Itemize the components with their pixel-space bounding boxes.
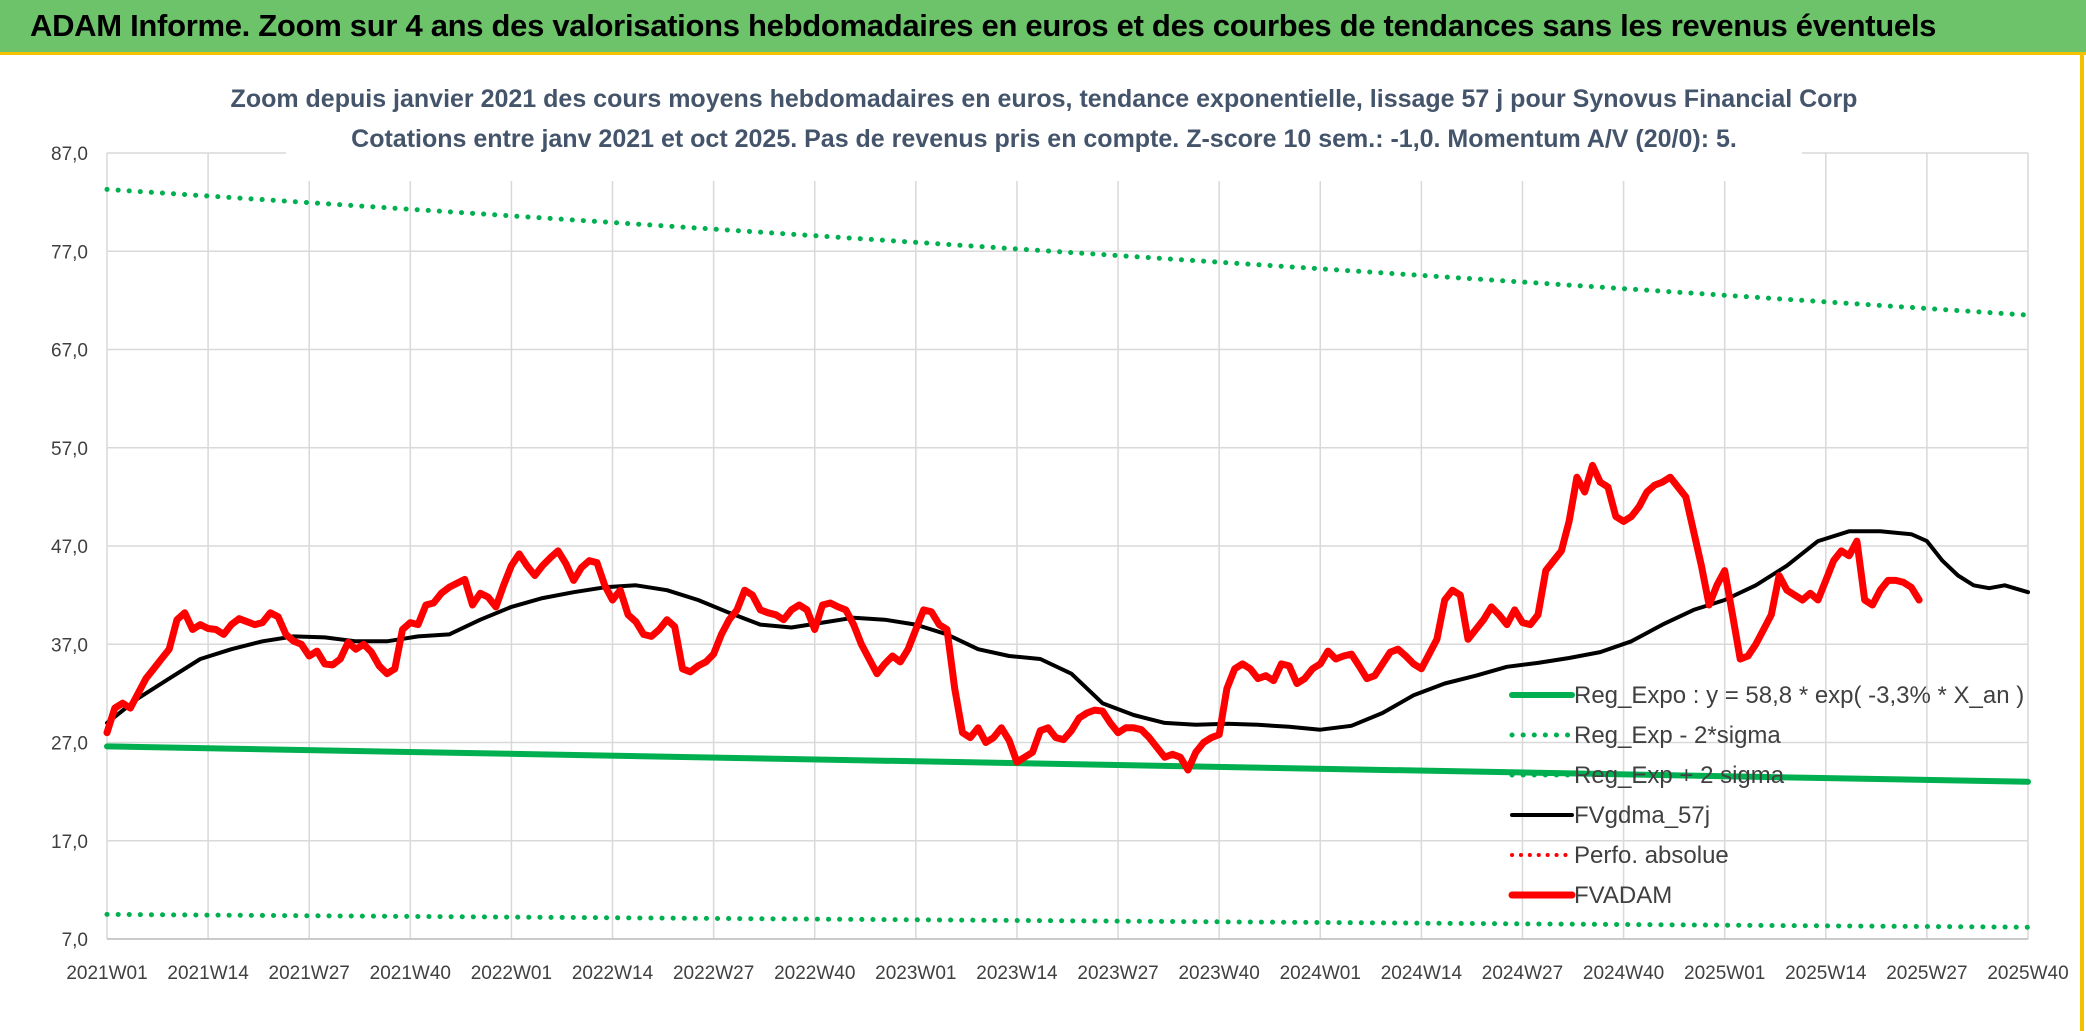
x-tick-label: 2021W01	[66, 963, 147, 984]
series-line-1	[104, 911, 2031, 930]
legend-label: Reg_Exp - 2*sigma	[1574, 722, 1781, 749]
y-tick-label: 57,0	[51, 439, 88, 460]
x-tick-label: 2025W40	[1987, 963, 2068, 984]
legend-label: FVADAM	[1574, 882, 1672, 909]
y-axis: 87,0 77,0 67,0 57,0 47,0 37,0 27,0 17,0 7,0	[51, 144, 88, 951]
x-tick-label: 2023W14	[976, 963, 1058, 984]
y-tick-label: 67,0	[51, 341, 88, 362]
y-tick-label: 27,0	[51, 734, 88, 755]
y-tick-label: 47,0	[51, 537, 88, 558]
y-tick-label: 87,0	[51, 144, 88, 165]
legend-label: Reg_Exp + 2 sigma	[1574, 762, 1785, 789]
x-tick-label: 2023W27	[1077, 963, 1158, 984]
x-tick-label: 2023W40	[1178, 963, 1259, 984]
x-tick-label: 2025W01	[1684, 963, 1765, 984]
chart-grid	[106, 152, 2029, 940]
x-tick-label: 2025W27	[1886, 963, 1967, 984]
series-line-3	[105, 529, 2030, 732]
series-line-5	[103, 461, 1923, 774]
legend: Reg_Expo : y = 58,8 * exp( -3,3% * X_an …	[1508, 682, 2024, 909]
x-tick-label: 2024W40	[1583, 963, 1664, 984]
legend-label: Reg_Expo : y = 58,8 * exp( -3,3% * X_an …	[1574, 682, 2024, 709]
x-tick-label: 2021W14	[167, 963, 249, 984]
x-axis: 2021W01 2021W14 2021W27 2021W40 2022W01 2022W…	[66, 963, 2068, 984]
frame-border	[2080, 55, 2084, 1031]
y-tick-label: 37,0	[51, 635, 88, 656]
x-tick-label: 2025W14	[1785, 963, 1867, 984]
x-tick-label: 2022W27	[673, 963, 754, 984]
x-tick-label: 2022W40	[774, 963, 855, 984]
chart-subtitle: Cotations entre janv 2021 et oct 2025. P…	[351, 125, 1737, 153]
x-tick-label: 2024W27	[1482, 963, 1563, 984]
series-layer	[103, 186, 2031, 930]
y-tick-label: 17,0	[51, 832, 88, 853]
x-tick-label: 2021W40	[370, 963, 451, 984]
x-tick-label: 2022W01	[471, 963, 552, 984]
header-bar: ADAM Informe. Zoom sur 4 ans des valoris…	[0, 0, 2086, 55]
x-tick-label: 2024W01	[1280, 963, 1361, 984]
series-line-0	[104, 743, 2031, 785]
series-line-2	[104, 186, 2031, 318]
x-tick-label: 2024W14	[1381, 963, 1463, 984]
title-background	[286, 67, 1802, 181]
page-title: ADAM Informe. Zoom sur 4 ans des valoris…	[30, 8, 1937, 43]
y-tick-label: 77,0	[51, 242, 88, 263]
x-tick-label: 2023W01	[875, 963, 956, 984]
y-tick-label: 7,0	[62, 930, 88, 951]
chart-title: Zoom depuis janvier 2021 des cours moyen…	[231, 85, 1858, 113]
legend-label: FVgdma_57j	[1574, 802, 1710, 829]
chart: 87,0 77,0 67,0 57,0 47,0 37,0 27,0 17,0 7,0 2021…	[51, 67, 2069, 984]
legend-label: Perfo. absolue	[1574, 842, 1729, 869]
x-tick-label: 2022W14	[572, 963, 654, 984]
x-tick-label: 2021W27	[269, 963, 350, 984]
